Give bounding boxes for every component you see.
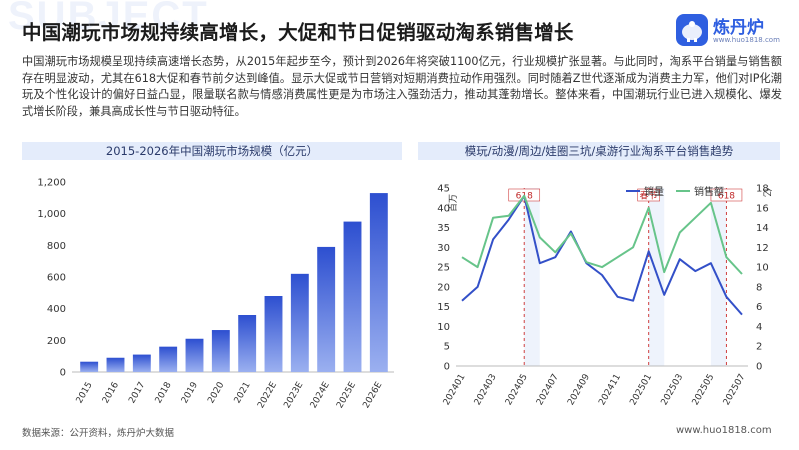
line-x-tick-label: 202501 xyxy=(628,373,654,408)
sales-trend-panel: 模玩/动漫/周边/娃圈三坑/桌游行业淘系平台销售趋势 0 5 10 15 20 25 30 3… xyxy=(418,142,780,419)
line-chart-title: 模玩/动漫/周边/娃圈三坑/桌游行业淘系平台销售趋势 xyxy=(418,142,780,160)
market-size-bar xyxy=(369,193,388,372)
line-x-tick-label: 202507 xyxy=(722,373,748,408)
line-right-y-tick-label: 12 xyxy=(756,243,769,254)
market-size-bar xyxy=(211,330,230,372)
furnace-logo-icon xyxy=(676,14,708,46)
sales-volume-line xyxy=(461,194,743,316)
brand-logo: 炼丹炉 www.huo1818.com xyxy=(676,12,788,50)
event-marker-label: 618 xyxy=(718,192,735,202)
bar-y-tick-label: 800 xyxy=(47,241,66,252)
line-left-y-tick-label: 10 xyxy=(437,322,450,333)
line-left-y-tick-label: 0 xyxy=(444,362,450,373)
line-x-tick-label: 202503 xyxy=(660,373,686,408)
line-right-y-tick-label: 10 xyxy=(756,263,769,274)
bar-x-tick-label: 2019 xyxy=(180,380,200,405)
bar-x-tick-label: 2015 xyxy=(75,381,95,406)
market-size-bar xyxy=(290,273,309,372)
promotion-shaded-range xyxy=(648,188,665,366)
line-x-tick-label: 202409 xyxy=(566,372,592,407)
line-x-tick-label: 202411 xyxy=(597,373,623,408)
line-x-tick-label: 202405 xyxy=(504,373,530,408)
logo-url: www.huo1818.com xyxy=(713,36,780,44)
line-left-y-tick-label: 40 xyxy=(437,203,450,214)
line-left-y-tick-label: 30 xyxy=(437,243,450,254)
market-size-bar xyxy=(343,221,362,372)
line-right-y-tick-label: 18 xyxy=(756,184,769,195)
line-left-y-tick-label: 5 xyxy=(444,342,450,353)
line-right-y-tick-label: 0 xyxy=(756,362,762,373)
bar-x-tick-label: 2020 xyxy=(206,380,226,405)
bar-x-tick-label: 2025E xyxy=(335,380,358,410)
bar-x-tick-label: 2021 xyxy=(233,381,253,406)
data-source-note: 数据来源：公开资料，炼丹炉大数据 xyxy=(22,428,175,439)
logo-name: 炼丹炉 xyxy=(713,18,764,38)
bar-x-tick-label: 2023E xyxy=(282,380,305,410)
sales-amount-line xyxy=(461,194,743,275)
event-marker-box xyxy=(710,188,743,202)
line-left-y-tick-label: 20 xyxy=(437,282,450,293)
market-size-bar xyxy=(80,361,99,372)
sales-trend-line-chart: 0 5 10 15 20 25 30 35 40 45 0 2 4 6 8 10 12 14 16 18 百万 亿 2024… xyxy=(437,184,773,408)
line-right-y-tick-label: 14 xyxy=(756,223,769,234)
market-size-bar xyxy=(185,338,204,372)
legend-amount-label: 销售额 xyxy=(694,185,724,198)
line-x-tick-label: 202407 xyxy=(535,373,561,408)
event-marker-box xyxy=(637,188,660,202)
event-marker-label: 春节 xyxy=(640,190,658,202)
line-left-y-tick-label: 15 xyxy=(437,302,450,313)
line-right-y-tick-label: 2 xyxy=(756,342,762,353)
bar-x-tick-label: 2017 xyxy=(127,381,147,406)
market-size-bar xyxy=(317,246,336,372)
market-size-bar xyxy=(159,346,178,372)
line-right-axis-unit: 亿 xyxy=(761,188,773,197)
bar-y-tick-label: 1,000 xyxy=(37,209,66,220)
line-left-y-tick-label: 35 xyxy=(437,223,450,234)
line-right-y-tick-label: 4 xyxy=(756,322,762,333)
line-x-tick-label: 202505 xyxy=(691,373,717,408)
line-right-y-tick-label: 8 xyxy=(756,282,762,293)
bar-x-tick-label: 2018 xyxy=(154,380,174,405)
bar-y-tick-label: 400 xyxy=(47,304,66,315)
footer-website: www.huo1818.com xyxy=(676,425,772,436)
market-size-bar xyxy=(264,296,283,372)
bar-y-tick-label: 600 xyxy=(47,273,66,284)
line-left-y-tick-label: 25 xyxy=(437,263,450,274)
promotion-shaded-range xyxy=(524,188,540,366)
market-size-panel: 2015-2026年中国潮玩市场规模（亿元） 0 200 400 600 800 1,00… xyxy=(22,142,402,419)
market-size-bar xyxy=(106,357,125,372)
description-paragraph: 中国潮玩市场规模呈现持续高速增长态势，从2015年起步至今，预计到2026年将突… xyxy=(22,55,782,118)
bar-y-tick-label: 1,200 xyxy=(37,178,66,189)
market-size-bar-chart: 0 200 400 600 800 1,000 1,200 2015 2016 2017 2018… xyxy=(37,178,394,410)
bar-chart-title: 2015-2026年中国潮玩市场规模（亿元） xyxy=(22,142,402,160)
line-right-y-tick-label: 16 xyxy=(756,203,769,214)
legend-volume-label: 销量 xyxy=(644,185,664,198)
line-right-y-tick-label: 6 xyxy=(756,302,762,313)
promotion-shaded-range xyxy=(710,188,727,366)
page-title: 中国潮玩市场规持续高增长，大促和节日促销驱动淘系销售增长 xyxy=(22,21,574,44)
market-size-bar xyxy=(238,315,257,372)
line-x-tick-label: 202403 xyxy=(473,373,499,408)
bar-x-tick-label: 2024E xyxy=(309,380,332,410)
market-size-bar xyxy=(132,354,151,372)
line-left-axis-unit: 百万 xyxy=(448,194,459,212)
bar-x-tick-label: 2016 xyxy=(101,380,121,405)
line-left-y-tick-label: 45 xyxy=(437,184,450,195)
bar-y-tick-label: 200 xyxy=(47,336,66,347)
bar-y-tick-label: 0 xyxy=(60,368,66,379)
background-watermark-word: SUBJECT xyxy=(8,0,209,38)
bar-x-tick-label: 2026E xyxy=(361,380,384,410)
line-x-tick-label: 202401 xyxy=(442,373,468,408)
bar-x-tick-label: 2022E xyxy=(256,380,279,410)
